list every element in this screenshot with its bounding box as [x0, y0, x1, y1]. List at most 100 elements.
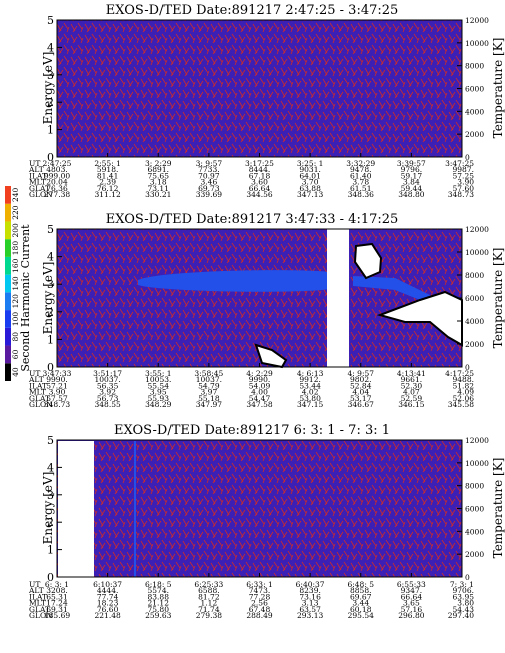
table-cell: 67.18 — [249, 171, 271, 180]
row-label: GLON — [29, 400, 53, 409]
panel-2-ylabel-right: Temperature [K] — [491, 248, 505, 349]
table-cell: 9987. — [453, 165, 474, 174]
y-tick-label: 1 — [47, 544, 54, 557]
panel-3-band-line — [134, 441, 136, 577]
table-cell: 3:25: 1 — [297, 159, 324, 168]
row-label: ILAT — [29, 592, 47, 601]
row-label: MLT — [29, 388, 46, 397]
table-cell: 5574. — [148, 586, 169, 595]
table-cell: 259.63 — [145, 611, 171, 620]
table-cell: 3.84 — [403, 178, 420, 187]
table-cell: 6:25:33 — [194, 580, 223, 589]
colorbar-tick-label: 160 — [11, 258, 20, 273]
table-cell: 63.95 — [453, 592, 475, 601]
table-cell: 3: 2:29 — [145, 159, 172, 168]
right-y-tick-label: 2000 — [465, 550, 484, 559]
y-tick-label: 3 — [47, 489, 54, 502]
colorbar-swatch — [5, 345, 11, 364]
table-cell: 3.44 — [352, 599, 369, 608]
table-cell: 348.55 — [95, 400, 121, 409]
right-y-tick-label: 6000 — [465, 505, 484, 514]
right-y-tick-label: 12000 — [465, 225, 489, 234]
table-cell: 3.60 — [251, 178, 268, 187]
table-cell: 75.80 — [148, 605, 170, 614]
row-label: MLT — [29, 599, 46, 608]
table-cell: 9990. — [249, 375, 270, 384]
y-tick-label: 1 — [47, 124, 54, 137]
table-cell: 3.95 — [150, 388, 167, 397]
table-cell: 4.00 — [251, 388, 268, 397]
panel-1-plot-area — [56, 19, 463, 158]
colorbar-tick-label: 220 — [11, 205, 20, 220]
table-cell: 3.92 — [99, 388, 116, 397]
table-cell: 221.48 — [95, 611, 121, 620]
y-tick-label: 2 — [47, 516, 54, 529]
table-cell: 6588. — [198, 586, 219, 595]
panel-1: EXOS-D/TED Date:891217 2:47:25 - 3:47:25… — [28, 3, 505, 199]
table-cell: 55.18 — [198, 394, 220, 403]
table-cell: 348.36 — [348, 190, 374, 199]
panel-1-orbit-table: UT 2:47:25 2:55: 1 3: 2:29 3: 9:57 3:17:25 3:2… — [28, 159, 474, 199]
row-label: GLAT — [29, 605, 50, 614]
table-cell: 10037. — [196, 375, 222, 384]
table-cell: 60.18 — [350, 605, 372, 614]
table-cell: 9796. — [401, 165, 422, 174]
right-y-tick-label: 6000 — [465, 294, 484, 303]
table-cell: 3:39:57 — [397, 159, 426, 168]
table-cell: 53.17 — [350, 394, 372, 403]
table-cell: 4: 6:13 — [297, 369, 324, 378]
table-cell: 3:17:25 — [245, 159, 274, 168]
table-cell: 3.90 — [49, 388, 66, 397]
table-cell: 311.12 — [95, 190, 121, 199]
colorbar-swatch — [5, 256, 11, 275]
y-tick-label: 5 — [47, 223, 54, 236]
table-cell: 6:48: 5 — [347, 580, 374, 589]
right-y-tick-label: 4000 — [465, 317, 484, 326]
panel-2-y-ticks: 0 1 2 3 4 5 — [47, 223, 62, 374]
panel-2-energy-band — [138, 270, 330, 292]
table-cell: 3.70 — [302, 178, 319, 187]
panel-1-y-ticks: 0 1 2 3 4 5 — [47, 14, 62, 164]
table-cell: 3.90 — [457, 178, 474, 187]
panel-3-y-ticks: 0 1 2 3 4 5 — [47, 434, 62, 584]
colorbar-swatch — [5, 310, 11, 328]
table-cell: 8239. — [299, 586, 320, 595]
table-cell: 54.43 — [453, 605, 475, 614]
table-cell: 2.39 — [99, 178, 116, 187]
table-cell: 3208. — [46, 586, 67, 595]
table-cell: 75.65 — [148, 171, 170, 180]
panel-2-orbit-table: UT 3:47:33 3:51:17 3:55: 1 3:58:45 4: 2:29 4: … — [28, 369, 474, 409]
table-cell: 296.80 — [398, 611, 424, 620]
panel-1-ylabel: Energy [eV] — [41, 52, 55, 125]
colorbar-swatch — [5, 274, 11, 293]
table-cell: 56.73 — [97, 394, 119, 403]
colorbar-swatch — [5, 239, 11, 257]
colorbar-tick-label: 120 — [11, 294, 20, 309]
table-cell: 81.72 — [198, 592, 220, 601]
row-label: UT — [29, 580, 40, 589]
table-cell: 348.73 — [44, 400, 70, 409]
table-cell: 57.16 — [401, 605, 423, 614]
table-cell: 4.09 — [457, 388, 474, 397]
table-cell: 57.21 — [46, 381, 67, 390]
table-cell: 4.04 — [352, 388, 369, 397]
table-cell: 9706. — [453, 586, 474, 595]
row-label: GLAT — [29, 184, 50, 193]
table-cell: 76.60 — [97, 605, 119, 614]
table-cell: 52.84 — [350, 381, 372, 390]
table-cell: 9661. — [401, 375, 422, 384]
table-cell: 346.15 — [398, 400, 424, 409]
table-cell: 346.67 — [348, 400, 374, 409]
right-y-tick-label: 4000 — [465, 527, 484, 536]
table-cell: 17.24 — [46, 599, 68, 608]
panel-3-orbit-table: UT 6: 3: 1 6:10:37 6:18: 5 6:25:33 6:33: 1 6:4… — [28, 580, 474, 620]
panel-3-ylabel: Energy [eV] — [41, 472, 55, 545]
table-cell: 185.69 — [44, 611, 70, 620]
table-cell: 3:32:29 — [346, 159, 375, 168]
table-cell: 9488. — [453, 375, 474, 384]
y-tick-label: 2 — [47, 306, 54, 319]
table-cell: 7473. — [249, 586, 270, 595]
table-cell: 277.38 — [44, 190, 70, 199]
table-cell: 4:13:41 — [397, 369, 426, 378]
